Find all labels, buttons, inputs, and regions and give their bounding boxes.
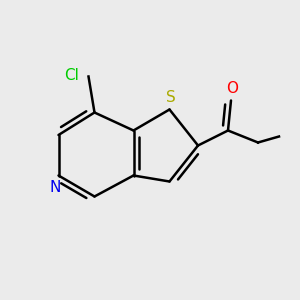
Text: N: N: [50, 180, 61, 195]
Text: S: S: [166, 90, 176, 105]
Text: O: O: [226, 81, 238, 96]
Text: Cl: Cl: [64, 68, 80, 82]
